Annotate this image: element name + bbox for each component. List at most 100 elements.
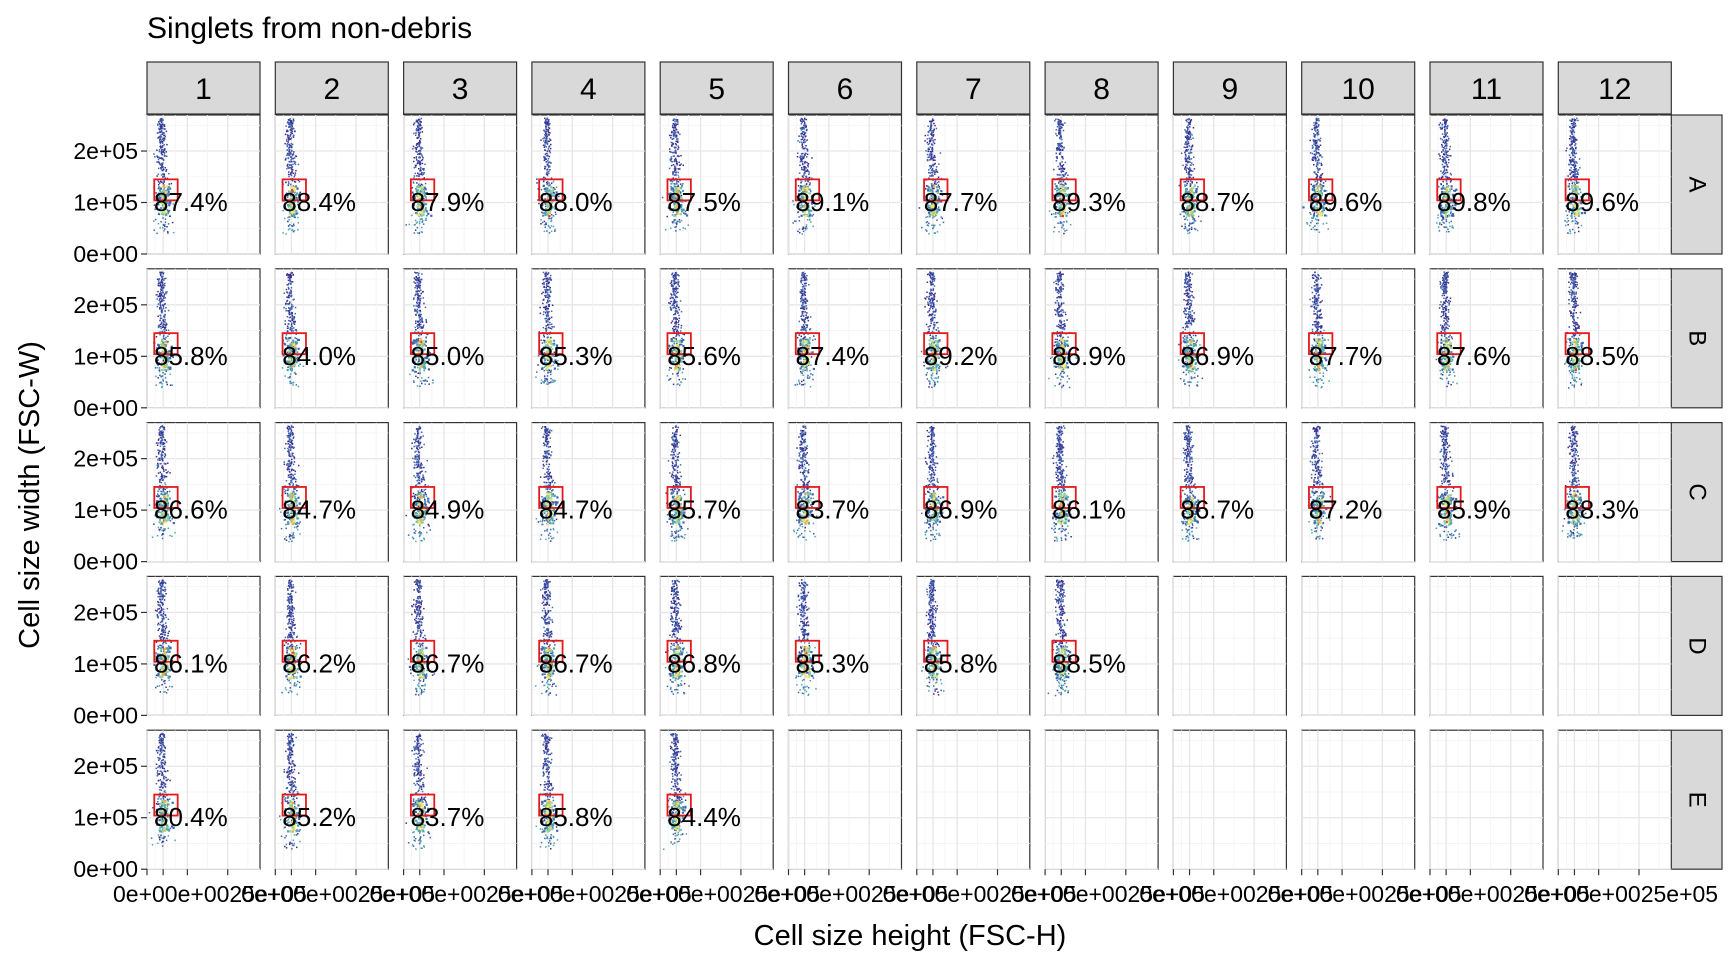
event-point [675, 125, 677, 127]
event-point [420, 168, 422, 170]
event-point [290, 172, 292, 174]
event-point [285, 159, 287, 161]
event-point [420, 138, 422, 140]
event-point [929, 138, 931, 140]
event-point [1438, 226, 1440, 228]
event-point [675, 230, 677, 232]
event-point [1443, 171, 1445, 173]
event-point [158, 279, 160, 281]
event-point [292, 123, 294, 125]
event-point [540, 139, 542, 141]
event-point [806, 119, 808, 121]
event-point [1189, 232, 1191, 234]
event-point [934, 139, 936, 141]
event-point [547, 123, 549, 125]
event-point [413, 133, 415, 135]
event-point [285, 134, 287, 136]
gate-percentage-label: 89.1% [796, 187, 870, 217]
event-point [806, 226, 808, 228]
event-point [288, 337, 290, 339]
event-point [287, 154, 289, 156]
event-point [1313, 227, 1315, 229]
event-point [1316, 118, 1318, 120]
event-point [927, 126, 929, 128]
event-point [1186, 167, 1188, 169]
event-point [158, 316, 160, 318]
event-point [1443, 217, 1445, 219]
event-point [153, 153, 155, 155]
event-point [290, 124, 292, 126]
event-point [1442, 181, 1444, 183]
event-point [419, 141, 421, 143]
event-point [676, 224, 678, 226]
event-point [1317, 176, 1319, 178]
event-point [683, 227, 685, 229]
event-point [1320, 177, 1322, 179]
event-point [291, 287, 293, 289]
event-point [1058, 145, 1060, 147]
column-strip-label: 11 [1471, 73, 1502, 106]
event-point [1186, 217, 1188, 219]
event-point [161, 130, 163, 132]
event-point [160, 134, 162, 136]
event-point [674, 132, 676, 134]
event-point [161, 300, 163, 302]
event-point [546, 139, 548, 141]
event-point [288, 137, 290, 139]
event-point [685, 228, 687, 230]
event-point [161, 387, 163, 389]
event-point [418, 123, 420, 125]
event-point [1318, 153, 1320, 155]
event-point [548, 226, 550, 228]
event-point [1316, 145, 1318, 147]
event-point [1190, 180, 1192, 182]
event-point [809, 182, 811, 184]
event-point [930, 146, 932, 148]
event-point [165, 278, 167, 280]
event-point [1186, 158, 1188, 160]
event-point [153, 220, 155, 222]
event-point [1059, 122, 1061, 124]
event-point [673, 152, 675, 154]
event-point [1315, 145, 1317, 147]
event-point [1189, 118, 1191, 120]
event-point [804, 155, 806, 157]
event-point [931, 158, 933, 160]
event-point [157, 279, 159, 281]
event-point [162, 276, 164, 278]
event-point [1315, 160, 1317, 162]
event-point [418, 150, 420, 152]
event-point [290, 276, 292, 278]
event-point [1060, 126, 1062, 128]
event-point [1316, 126, 1318, 128]
event-point [168, 223, 170, 225]
event-point [288, 283, 290, 285]
event-point [293, 330, 295, 332]
event-point [677, 131, 679, 133]
event-point [1185, 227, 1187, 229]
panel-background [404, 115, 517, 254]
event-point [290, 283, 292, 285]
event-point [290, 184, 292, 186]
event-point [156, 150, 158, 152]
event-point [554, 229, 556, 231]
event-point [1062, 150, 1064, 152]
event-point [1193, 164, 1195, 166]
event-point [287, 146, 289, 148]
event-point [416, 137, 418, 139]
event-point [1325, 180, 1327, 182]
event-point [164, 226, 166, 228]
event-point [164, 173, 166, 175]
event-point [1189, 161, 1191, 163]
event-point [288, 288, 290, 290]
event-point [1189, 122, 1191, 124]
event-point [927, 224, 929, 226]
event-point [546, 118, 548, 120]
event-point [417, 161, 419, 163]
event-point [800, 160, 802, 162]
event-point [675, 222, 677, 224]
event-point [1321, 174, 1323, 176]
event-point [919, 207, 921, 209]
event-point [1442, 133, 1444, 135]
event-point [161, 157, 163, 159]
